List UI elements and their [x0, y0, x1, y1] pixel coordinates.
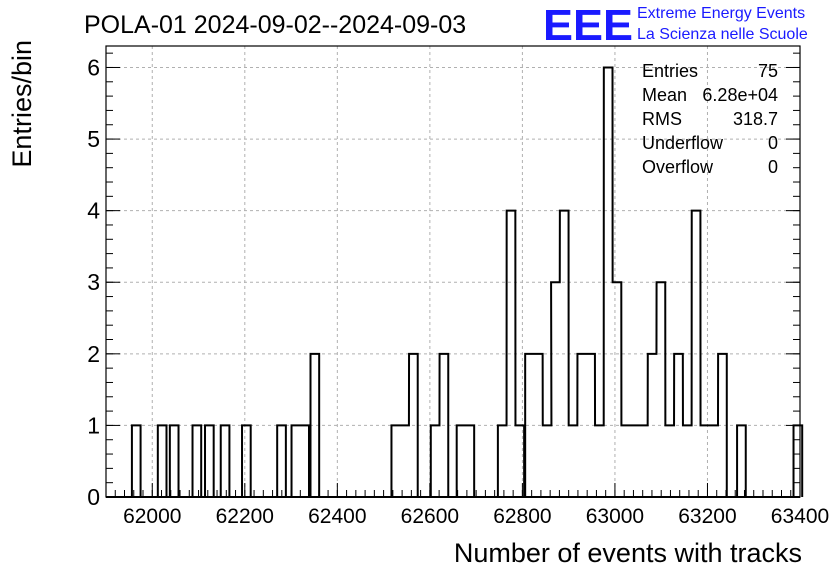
- y-tick-label: 5: [87, 126, 100, 152]
- logo-line-1: Extreme Energy Events: [637, 5, 805, 22]
- stats-value: 318.7: [733, 109, 778, 129]
- x-tick-labels: 62000 62200 62400 62600 62800 63000 63200 63400: [123, 505, 829, 528]
- x-tick-label: 62200: [216, 505, 274, 528]
- stats-label: Overflow: [642, 157, 714, 177]
- stats-value: 0: [768, 133, 778, 153]
- stats-label: Underflow: [642, 133, 724, 153]
- x-tick-label: 62000: [123, 505, 181, 528]
- x-axis-label: Number of events with tracks: [454, 538, 802, 568]
- x-tick-label: 62600: [401, 505, 459, 528]
- x-tick-label: 63200: [678, 505, 736, 528]
- y-tick-label: 3: [87, 269, 100, 295]
- x-tick-label: 63000: [586, 505, 644, 528]
- axis-ticks: [105, 52, 801, 498]
- stats-value: 75: [758, 61, 778, 81]
- stats-label: Entries: [642, 61, 698, 81]
- x-tick-label: 62400: [308, 505, 366, 528]
- plot-frame: [105, 45, 801, 498]
- y-tick-label: 2: [87, 341, 100, 367]
- y-tick-labels: 0 1 2 3 4 5 6: [87, 54, 100, 510]
- stats-label: Mean: [642, 85, 687, 105]
- stats-box: Entries 75 Mean 6.28e+04 RMS 318.7 Underflow 0 O…: [642, 61, 778, 177]
- stats-value: 6.28e+04: [702, 85, 778, 105]
- chart-title: POLA-01 2024-09-02--2024-09-03: [84, 11, 466, 39]
- logo-line-2: La Scienza nelle Scuole: [637, 26, 808, 43]
- y-tick-label: 0: [87, 484, 100, 510]
- grid-lines: [106, 46, 801, 498]
- y-tick-label: 6: [87, 54, 100, 80]
- stats-value: 0: [768, 157, 778, 177]
- y-tick-label: 1: [87, 412, 100, 438]
- stats-label: RMS: [642, 109, 682, 129]
- x-tick-label: 62800: [493, 505, 551, 528]
- logo-mark: EEE: [543, 1, 633, 50]
- y-tick-label: 4: [87, 198, 100, 224]
- eee-logo: EEE Extreme Energy Events La Scienza nel…: [543, 1, 808, 50]
- x-tick-label: 63400: [771, 505, 829, 528]
- y-axis-label: Entries/bin: [7, 40, 37, 168]
